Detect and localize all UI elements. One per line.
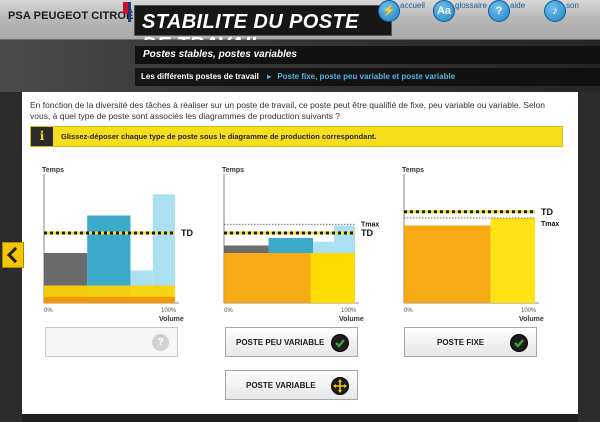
- production-chart-2: TD Tmax Temps 0% 100% Volume: [210, 166, 395, 326]
- chevron-left-icon: [7, 247, 18, 263]
- production-chart-3: TD Tmax Temps 0% 100% Volume: [390, 166, 575, 326]
- draggable-label: POSTE VARIABLE: [246, 381, 316, 390]
- brand-logo-text: PSA PEUGEOT CITROËN: [8, 10, 142, 22]
- x-axis-label: Volume: [519, 316, 544, 323]
- section-subtitle: Postes stables, postes variables: [135, 46, 600, 64]
- lightning-icon: ⚡: [378, 0, 400, 22]
- x-tick-start: 0%: [404, 308, 413, 314]
- bar-block-5: [334, 225, 355, 253]
- tmax-label: Tmax: [541, 221, 559, 228]
- nav-aide-button[interactable]: ? aide: [488, 0, 540, 40]
- x-axis-label: Volume: [339, 316, 364, 323]
- breadcrumb: Les différents postes de travail ▸ Poste…: [135, 68, 600, 86]
- x-axis-label: Volume: [159, 316, 184, 323]
- nav-accueil-button[interactable]: ⚡ accueil: [378, 0, 430, 40]
- bar-block-6: [310, 253, 355, 303]
- breadcrumb-section[interactable]: Les différents postes de travail: [141, 72, 259, 81]
- question-icon: ?: [488, 0, 510, 22]
- nav-accueil-label: accueil: [400, 1, 425, 10]
- y-axis-label: Temps: [222, 167, 244, 174]
- x-tick-start: 0%: [224, 308, 233, 314]
- chart-1-svg: TD Temps 0% 100% Volume: [42, 167, 193, 323]
- right-rail: [578, 92, 600, 422]
- breadcrumb-arrow-icon: ▸: [267, 72, 272, 81]
- previous-page-button[interactable]: [2, 242, 24, 268]
- brand-logo: PSA PEUGEOT CITROËN: [8, 2, 142, 22]
- question-icon: ?: [152, 334, 169, 351]
- nav-glossaire-button[interactable]: Aa glossaire: [433, 0, 488, 40]
- tmax-label: Tmax: [361, 221, 379, 228]
- brand-flag-stripe: [128, 2, 131, 22]
- nav-son-label: son: [566, 1, 579, 10]
- td-label: TD: [181, 228, 193, 238]
- x-tick-end: 100%: [521, 308, 537, 314]
- instruction-banner: i Glissez-déposer chaque type de poste s…: [30, 126, 563, 147]
- td-label: TD: [361, 228, 373, 238]
- chart-3-svg: TD Tmax Temps 0% 100% Volume: [402, 167, 559, 323]
- draggable-poste-variable[interactable]: POSTE VARIABLE: [225, 370, 358, 400]
- bar-block-1: [404, 225, 491, 303]
- speaker-icon: ♪: [544, 0, 566, 22]
- dropzone-chart-3[interactable]: POSTE FIXE: [404, 327, 537, 357]
- top-header: PSA PEUGEOT CITROËN STABILITE DU POSTE D…: [0, 0, 600, 56]
- bar-block-2: [224, 245, 269, 253]
- intro-text: En fonction de la diversité des tâches à…: [30, 100, 546, 121]
- book-icon: Aa: [433, 0, 455, 22]
- instruction-text: Glissez-déposer chaque type de poste sou…: [61, 132, 377, 141]
- bar-block-4: [313, 241, 335, 253]
- y-axis-label: Temps: [402, 167, 424, 174]
- dropzone-chart-1[interactable]: ?: [45, 327, 178, 357]
- bar-block-6: [44, 296, 175, 303]
- dropzone-chart-3-label: POSTE FIXE: [437, 338, 485, 347]
- nav-aide-label: aide: [510, 1, 526, 10]
- bar-block-3: [268, 238, 314, 253]
- move-icon: [331, 377, 349, 395]
- nav-son-button[interactable]: ♪ son: [544, 0, 596, 40]
- bar-block-2: [490, 218, 535, 303]
- y-axis-label: Temps: [42, 167, 64, 174]
- brand-flag-mark: [123, 2, 131, 14]
- x-tick-end: 100%: [341, 308, 357, 314]
- dropzone-chart-2[interactable]: POSTE PEU VARIABLE: [225, 327, 358, 357]
- check-icon: [510, 334, 528, 352]
- td-label: TD: [541, 207, 553, 217]
- production-chart-1: TD Temps 0% 100% Volume: [30, 166, 215, 326]
- x-tick-end: 100%: [161, 308, 177, 314]
- check-icon: [331, 334, 349, 352]
- nav-glossaire-label: glossaire: [455, 1, 488, 10]
- dropzone-chart-2-label: POSTE PEU VARIABLE: [236, 338, 325, 347]
- page-title: STABILITE DU POSTE DE TRAVAIL: [134, 5, 392, 56]
- info-icon: i: [31, 127, 53, 146]
- x-tick-start: 0%: [44, 308, 53, 314]
- breadcrumb-current: Poste fixe, poste peu variable et poste …: [277, 72, 456, 81]
- bar-block-4: [152, 194, 175, 303]
